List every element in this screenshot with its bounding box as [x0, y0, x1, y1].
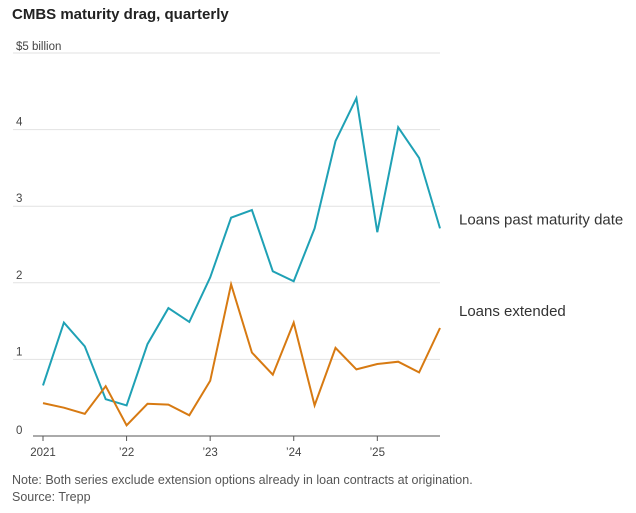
- chart-title: CMBS maturity drag, quarterly: [12, 6, 229, 23]
- x-tick-label: ’22: [119, 447, 134, 459]
- series-labels: Loans past maturity date Loans extended: [459, 211, 623, 320]
- y-tick-label: 1: [16, 346, 22, 358]
- y-tick-label: 2: [16, 270, 22, 282]
- y-tick-label: 0: [16, 425, 22, 437]
- y-tick-label: 3: [16, 193, 22, 205]
- note-text: Note: Both series exclude extension opti…: [12, 473, 473, 487]
- chart-footnote: Note: Both series exclude extension opti…: [12, 472, 473, 506]
- x-tick-label: ’24: [286, 447, 302, 459]
- x-tick-label: 2021: [30, 447, 56, 459]
- y-axis-ticks: 0 1 2 3 4 $5 billion: [16, 41, 61, 437]
- y-tick-label: $5 billion: [16, 41, 61, 53]
- series-line-extended: [42, 280, 441, 427]
- line-chart: 0 1 2 3 4 $5 billion 2021 ’22 ’23 ’24 ’25 Loans p…: [13, 41, 623, 459]
- series-line-past-maturity: [42, 94, 441, 407]
- gridlines: [13, 52, 440, 360]
- x-tick-label: ’23: [202, 447, 217, 459]
- series-label: Loans past maturity date: [459, 211, 623, 228]
- y-tick-label: 4: [16, 117, 23, 129]
- x-axis: 2021 ’22 ’23 ’24 ’25: [30, 435, 440, 459]
- series-label: Loans extended: [459, 303, 566, 320]
- x-tick-label: ’25: [370, 447, 385, 459]
- source-text: Source: Trepp: [12, 490, 91, 504]
- series-lines: [42, 94, 441, 427]
